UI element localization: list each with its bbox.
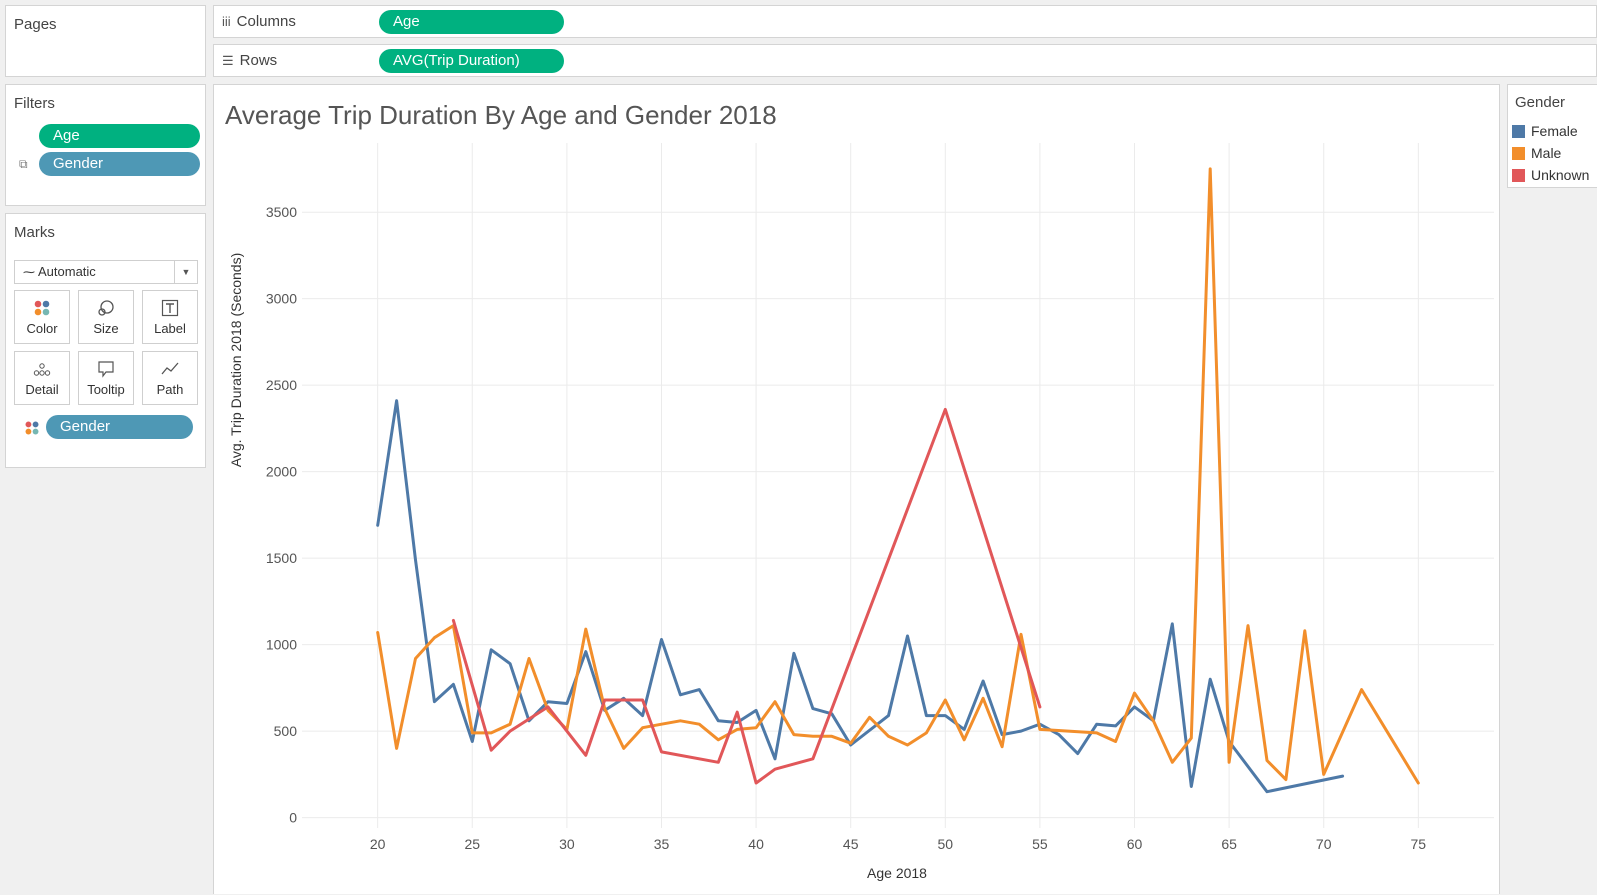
rows-icon: ☰ xyxy=(222,53,234,68)
legend-label-unknown: Unknown xyxy=(1531,167,1590,183)
y-tick-label: 2000 xyxy=(266,464,297,480)
x-tick-label: 20 xyxy=(370,836,386,852)
legend-label-male: Male xyxy=(1531,145,1562,161)
x-tick-label: 35 xyxy=(654,836,670,852)
chart-title: Average Trip Duration By Age and Gender … xyxy=(225,100,777,130)
legend-item-unknown[interactable]: Unknown xyxy=(1512,165,1589,185)
size-button[interactable]: Size xyxy=(78,290,134,344)
legend-item-male[interactable]: Male xyxy=(1512,143,1561,163)
y-tick-label: 500 xyxy=(274,723,298,739)
legend-swatch-male xyxy=(1512,147,1525,160)
x-axis-label: Age 2018 xyxy=(867,865,927,881)
color-encoding-icon xyxy=(25,421,39,435)
context-filter-icon: ⧉ xyxy=(19,157,28,171)
filter-pill-gender[interactable]: Gender xyxy=(39,152,200,176)
tooltip-label: Tooltip xyxy=(87,382,125,397)
columns-pill-age[interactable]: Age xyxy=(379,10,564,34)
series-line-female xyxy=(376,399,1345,794)
mark-type-value: Automatic xyxy=(38,264,96,279)
y-tick-label: 1000 xyxy=(266,637,297,653)
rows-shelf: ☰ Rows AVG(Trip Duration) xyxy=(213,44,1597,77)
color-icon xyxy=(34,300,50,316)
x-tick-label: 40 xyxy=(748,836,764,852)
size-icon xyxy=(98,300,114,316)
series-line-unknown xyxy=(451,407,1042,785)
legend-card: Gender Female Male Unknown xyxy=(1507,84,1597,188)
legend-item-female[interactable]: Female xyxy=(1512,121,1578,141)
rows-shelf-label: ☰ Rows xyxy=(222,52,277,69)
pages-card: Pages xyxy=(5,5,206,77)
x-tick-label: 70 xyxy=(1316,836,1332,852)
columns-icon: iii xyxy=(222,14,231,29)
y-tick-label: 0 xyxy=(289,810,297,826)
path-icon xyxy=(161,362,179,375)
tooltip-button[interactable]: Tooltip xyxy=(78,351,134,405)
marks-title: Marks xyxy=(14,224,55,241)
size-label: Size xyxy=(93,321,119,336)
detail-icon xyxy=(33,363,51,376)
series-line-male xyxy=(376,167,1420,785)
path-label: Path xyxy=(156,382,184,397)
x-tick-label: 75 xyxy=(1411,836,1427,852)
chevron-down-icon: ▼ xyxy=(174,261,197,283)
chart-panel: Average Trip Duration By Age and Gender … xyxy=(213,84,1500,894)
y-axis-label: Avg. Trip Duration 2018 (Seconds) xyxy=(228,253,244,468)
line-chart: Average Trip Duration By Age and Gender … xyxy=(225,100,1494,881)
tooltip-icon xyxy=(98,361,114,378)
rows-pill-avg-trip-duration[interactable]: AVG(Trip Duration) xyxy=(379,49,564,73)
columns-shelf-label: iii Columns xyxy=(222,13,296,30)
filters-card: Filters Age ⧉ Gender xyxy=(5,84,206,206)
y-tick-label: 2500 xyxy=(266,377,297,393)
label-button[interactable]: Label xyxy=(142,290,198,344)
filter-pill-age[interactable]: Age xyxy=(39,124,200,148)
x-tick-label: 50 xyxy=(938,836,954,852)
x-tick-label: 55 xyxy=(1032,836,1048,852)
legend-swatch-unknown xyxy=(1512,169,1525,182)
marks-gender-pill[interactable]: Gender xyxy=(46,415,193,439)
rows-text: Rows xyxy=(239,52,278,69)
x-tick-label: 25 xyxy=(464,836,480,852)
color-button[interactable]: Color xyxy=(14,290,70,344)
filters-title: Filters xyxy=(14,95,55,112)
x-tick-label: 65 xyxy=(1221,836,1237,852)
text-label-icon xyxy=(161,299,179,317)
y-tick-label: 3000 xyxy=(266,291,297,307)
marks-card: Marks ⁓ Automatic ▼ Color Size Label Deta… xyxy=(5,213,206,468)
legend-label-female: Female xyxy=(1531,123,1578,139)
path-button[interactable]: Path xyxy=(142,351,198,405)
detail-label: Detail xyxy=(25,382,59,397)
x-tick-label: 45 xyxy=(843,836,859,852)
columns-text: Columns xyxy=(236,13,296,30)
legend-title: Gender xyxy=(1515,94,1566,111)
line-mark-icon: ⁓ xyxy=(23,265,35,279)
y-tick-label: 3500 xyxy=(266,204,297,220)
columns-shelf: iii Columns Age xyxy=(213,5,1597,38)
x-tick-label: 60 xyxy=(1127,836,1143,852)
legend-swatch-female xyxy=(1512,125,1525,138)
detail-button[interactable]: Detail xyxy=(14,351,70,405)
x-tick-label: 30 xyxy=(559,836,575,852)
color-label: Color xyxy=(26,321,58,336)
pages-title: Pages xyxy=(14,16,57,33)
mark-type-dropdown[interactable]: ⁓ Automatic ▼ xyxy=(14,260,198,284)
label-label: Label xyxy=(154,321,186,336)
y-tick-label: 1500 xyxy=(266,550,297,566)
